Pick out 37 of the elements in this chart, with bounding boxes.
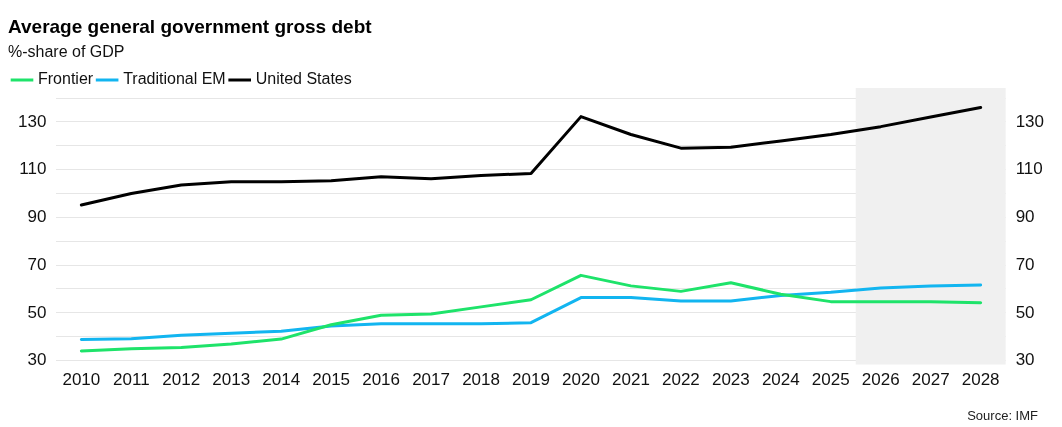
x-tick-label: 2021 xyxy=(612,370,650,390)
source-note: Source: IMF xyxy=(967,408,1038,423)
y-tick-label: 50 xyxy=(27,302,47,322)
x-tick-label: 2022 xyxy=(661,370,700,390)
x-tick-label: 2014 xyxy=(262,370,301,390)
x-tick-label: 2015 xyxy=(312,370,351,390)
y2-tick-label: 50 xyxy=(1015,302,1035,322)
x-tick-label: 2023 xyxy=(711,370,750,390)
y2-tick-label: 70 xyxy=(1015,254,1035,274)
chart-subtitle: %-share of GDP xyxy=(8,42,125,60)
x-tick-label: 2025 xyxy=(811,370,850,390)
y-tick-label: 110 xyxy=(19,159,47,179)
x-tick-label: 2010 xyxy=(62,370,101,390)
y-tick-label: 70 xyxy=(27,254,47,274)
y2-tick-label: 110 xyxy=(1015,159,1043,179)
x-tick-label: 2017 xyxy=(412,370,450,390)
legend-label: Frontier xyxy=(38,70,94,88)
x-tick-label: 2018 xyxy=(462,370,500,390)
legend-label: Traditional EM xyxy=(123,70,226,88)
x-tick-label: 2013 xyxy=(212,370,251,390)
x-tick-label: 2026 xyxy=(861,370,900,390)
chart-title: Average general government gross debt xyxy=(8,15,373,37)
x-tick-label: 2024 xyxy=(761,370,800,390)
legend-label: United States xyxy=(255,70,352,88)
x-tick-label: 2028 xyxy=(961,370,1000,390)
x-tick-label: 2027 xyxy=(911,370,950,390)
x-tick-label: 2019 xyxy=(512,370,550,390)
x-tick-label: 2016 xyxy=(362,370,401,390)
y-tick-label: 130 xyxy=(17,111,47,131)
y2-tick-label: 130 xyxy=(1015,111,1045,131)
y-tick-label: 90 xyxy=(27,207,47,227)
x-tick-label: 2012 xyxy=(162,370,201,390)
y-tick-label: 30 xyxy=(27,350,47,370)
y2-tick-label: 90 xyxy=(1015,207,1035,227)
y2-tick-label: 30 xyxy=(1015,350,1035,370)
x-tick-label: 2020 xyxy=(562,370,600,390)
x-tick-label: 2011 xyxy=(113,370,150,390)
